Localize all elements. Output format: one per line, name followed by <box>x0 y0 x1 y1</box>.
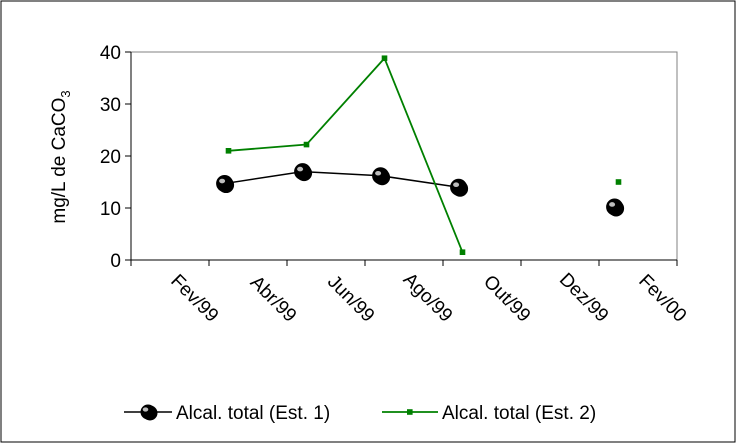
legend-label: Alcal. total (Est. 2) <box>442 403 596 424</box>
legend-label: Alcal. total (Est. 1) <box>176 403 330 424</box>
y-tick-label: 10 <box>100 199 121 220</box>
series-layer <box>216 55 625 255</box>
legend-swatch-marker <box>407 409 413 415</box>
y-axis-label-subscript: 3 <box>58 90 73 97</box>
legend-swatch-highlight <box>142 407 149 412</box>
data-point <box>303 141 310 148</box>
data-point-highlight <box>375 170 382 176</box>
y-tick-label: 40 <box>100 43 121 64</box>
series-line <box>224 170 459 188</box>
data-point <box>450 178 468 196</box>
series-line <box>228 56 464 253</box>
data-point-highlight <box>219 178 226 184</box>
data-point <box>216 175 234 193</box>
data-point-highlight <box>297 166 304 172</box>
y-tick-label: 0 <box>110 251 121 272</box>
data-point <box>459 249 466 255</box>
data-point <box>615 179 622 185</box>
legend-swatch-marker <box>140 404 156 420</box>
data-point-highlight <box>453 182 460 187</box>
y-axis-label: mg/L de CaCO3 <box>49 90 73 223</box>
y-tick-label: 30 <box>100 95 121 116</box>
plot-area <box>130 51 678 261</box>
data-point <box>606 198 624 216</box>
data-point <box>225 148 232 154</box>
data-point <box>294 163 312 181</box>
y-axis-label-main: mg/L de CaCO <box>49 98 70 224</box>
data-point <box>381 55 388 62</box>
data-point-highlight <box>609 202 616 207</box>
legend: Alcal. total (Est. 1) Alcal. total (Est. … <box>124 403 596 424</box>
y-tick-label: 20 <box>100 147 121 168</box>
data-point <box>372 167 390 185</box>
